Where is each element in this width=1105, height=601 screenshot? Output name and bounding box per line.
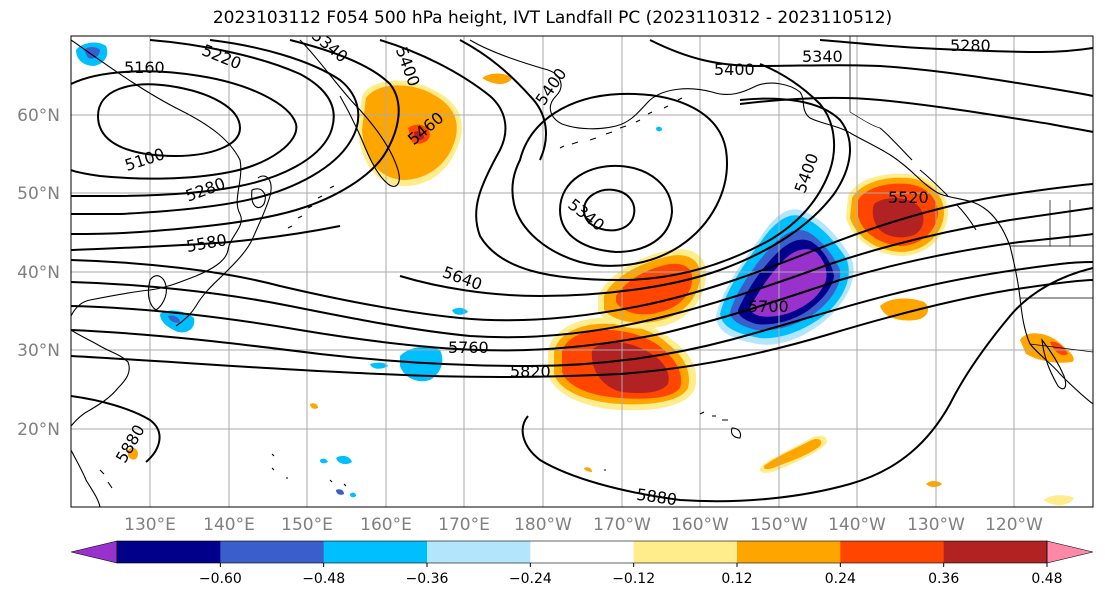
- colorbar-segment: [323, 541, 428, 563]
- longitude-axis: 130°E 140°E 150°E 160°E 170°E 180°W 170°…: [124, 515, 1043, 535]
- colorbar-tick-label: −0.36: [406, 571, 449, 587]
- colorbar-tick-label: 0.24: [825, 571, 856, 587]
- lat-tick-label: 40°N: [17, 263, 60, 283]
- lat-tick-label: 20°N: [17, 420, 60, 440]
- colorbar-tick-label: −0.12: [612, 571, 655, 587]
- lon-tick-label: 170°W: [593, 515, 651, 535]
- colorbar-tick-label: 0.12: [721, 571, 752, 587]
- colorbar: −0.60 −0.48 −0.36 −0.24 −0.12 0.12 0.24 0.36 0.4…: [70, 540, 1094, 587]
- lon-tick-label: 150°W: [750, 515, 808, 535]
- plot-frame: [70, 35, 1094, 508]
- lon-tick-label: 140°W: [828, 515, 886, 535]
- contour-label: 5160: [124, 58, 165, 77]
- contour-label: 5820: [510, 362, 551, 381]
- colorbar-segment: [840, 541, 945, 563]
- colorbar-frame: [116, 540, 1048, 564]
- lon-tick-label: 130°W: [907, 515, 965, 535]
- lat-tick-label: 50°N: [17, 184, 60, 204]
- map-title: 2023103112 F054 500 hPa height, IVT Land…: [212, 8, 893, 28]
- colorbar-tick-label: 0.48: [1031, 571, 1062, 587]
- colorbar-min-extension: [70, 540, 118, 564]
- contour-label: 5340: [802, 47, 843, 66]
- colorbar-segment: [220, 541, 325, 563]
- height-contours: [71, 39, 1093, 503]
- colorbar-tick-label: −0.48: [302, 571, 345, 587]
- lon-tick-label: 160°W: [671, 515, 729, 535]
- colorbar-tick-label: −0.24: [509, 571, 552, 587]
- colorbar-segment: [737, 541, 841, 563]
- lon-tick-label: 120°W: [985, 515, 1043, 535]
- colorbar-tick-label: 0.36: [928, 571, 959, 587]
- colorbar-segment: [633, 541, 738, 563]
- colorbar-max-extension: [1046, 540, 1094, 564]
- graticule: [71, 36, 1093, 507]
- contour-label: 5400: [714, 60, 755, 79]
- contour-label: 5280: [950, 36, 991, 55]
- colorbar-segment: [943, 541, 1048, 563]
- contour-label: 5880: [635, 485, 678, 509]
- colorbar-segment: [117, 541, 221, 563]
- contour-label: 5520: [888, 188, 929, 207]
- latitude-axis: 60°N 50°N 40°N 30°N 20°N: [17, 106, 60, 440]
- lat-tick-label: 30°N: [17, 341, 60, 361]
- colorbar-tick-label: −0.60: [199, 571, 242, 587]
- lon-tick-label: 160°E: [360, 515, 412, 535]
- contour-label: 5700: [748, 297, 789, 316]
- lat-tick-label: 60°N: [17, 106, 60, 126]
- lon-tick-label: 140°E: [203, 515, 255, 535]
- lon-tick-label: 130°E: [124, 515, 176, 535]
- political-borders: [849, 36, 1093, 353]
- lon-tick-label: 180°W: [514, 515, 572, 535]
- colorbar-segment: [530, 541, 635, 563]
- colorbar-segment: [427, 541, 531, 563]
- contour-label: 5760: [448, 338, 489, 357]
- lon-tick-label: 170°E: [438, 515, 490, 535]
- lon-tick-label: 150°E: [281, 515, 333, 535]
